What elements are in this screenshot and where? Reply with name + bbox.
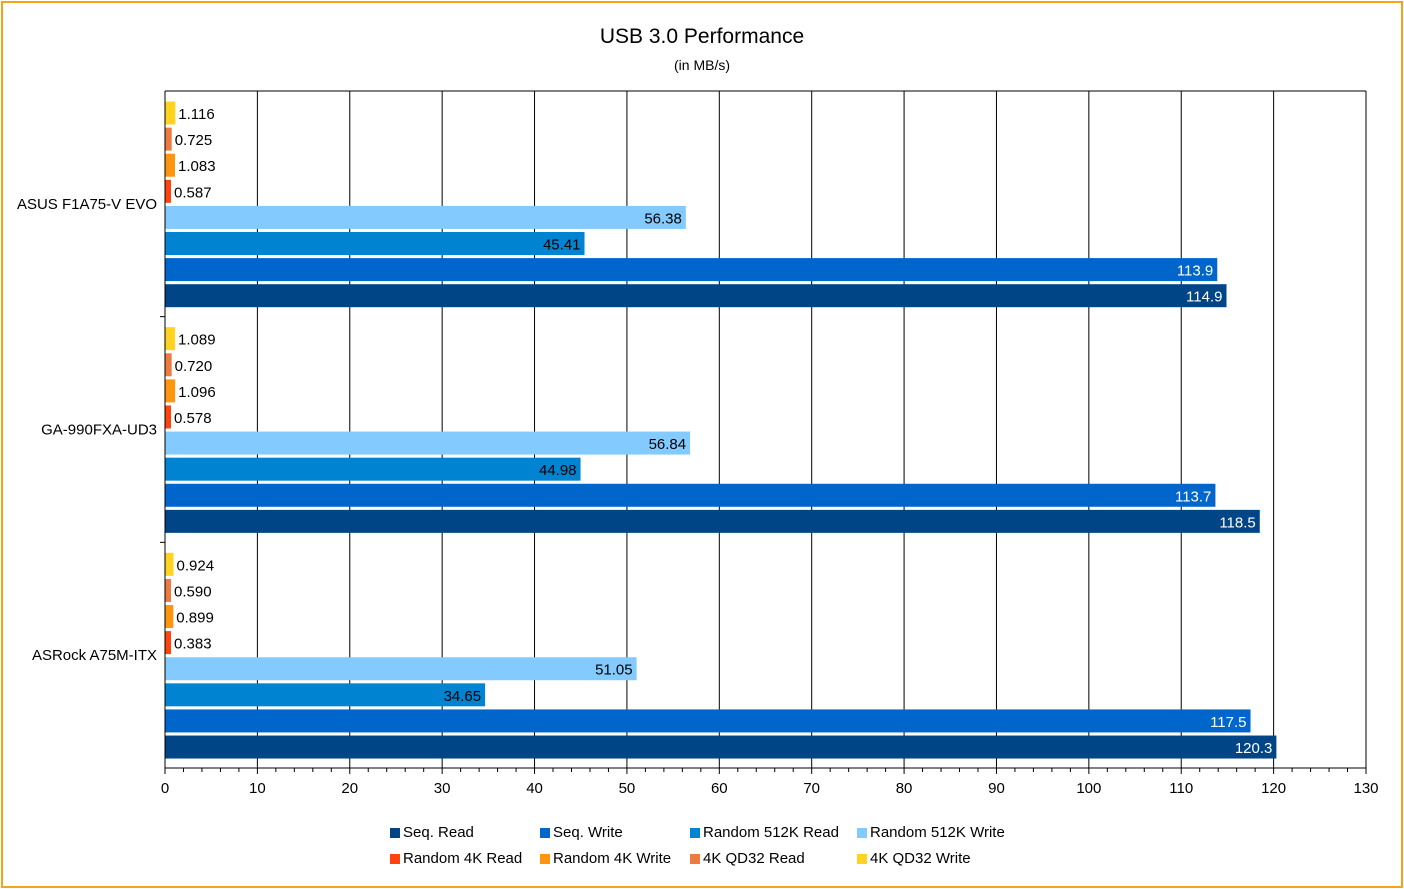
- data-label: 0.720: [175, 358, 213, 375]
- data-label: 0.587: [174, 184, 212, 201]
- data-label: 113.9: [1177, 263, 1213, 280]
- legend-swatch: [857, 853, 867, 864]
- bar-random-4k-write: [165, 379, 176, 403]
- data-label: 0.383: [174, 636, 212, 653]
- data-label: 44.98: [539, 462, 577, 479]
- legend-item: Seq. Write: [540, 824, 623, 841]
- y-category-label: GA-990FXA-UD3: [41, 422, 157, 439]
- legend-item: Random 4K Write: [540, 850, 671, 867]
- bar-4k-qd32-read: [165, 578, 171, 602]
- x-tick-label: 90: [988, 780, 1005, 797]
- legend-swatch: [390, 827, 400, 838]
- data-label: 0.578: [174, 410, 212, 427]
- bar-seq-write: [165, 483, 1216, 507]
- x-tick-label: 60: [711, 780, 728, 797]
- legend-swatch: [690, 853, 700, 864]
- legend-label: Random 512K Write: [870, 824, 1005, 841]
- data-label: 56.84: [649, 436, 687, 453]
- x-tick-label: 30: [434, 780, 451, 797]
- data-label: 1.089: [178, 332, 216, 349]
- bar-seq-write: [165, 709, 1251, 733]
- bar-4k-qd32-read: [165, 353, 172, 377]
- data-label: 113.7: [1175, 488, 1211, 505]
- legend-label: Seq. Write: [553, 824, 623, 841]
- legend-swatch: [390, 853, 400, 864]
- legend-label: Seq. Read: [403, 824, 474, 841]
- legend-item: Seq. Read: [390, 824, 474, 841]
- legend-item: Random 512K Read: [690, 824, 839, 841]
- x-tick-label: 120: [1261, 780, 1286, 797]
- legend-swatch: [690, 827, 700, 838]
- bar-4k-qd32-write: [165, 552, 174, 576]
- bar-random-4k-read: [165, 179, 171, 203]
- bar-random-512k-read: [165, 457, 581, 481]
- bar-4k-qd32-read: [165, 127, 172, 151]
- data-label: 56.38: [644, 210, 682, 227]
- bar-random-4k-write: [165, 605, 174, 629]
- legend-swatch: [857, 827, 867, 838]
- data-label: 117.5: [1210, 714, 1246, 731]
- bar-random-512k-read: [165, 683, 486, 707]
- y-category-label: ASRock A75M-ITX: [32, 647, 157, 664]
- data-label: 0.899: [176, 610, 214, 627]
- data-label: 0.725: [175, 132, 213, 149]
- data-label: 1.083: [178, 158, 216, 175]
- data-label: 118.5: [1219, 514, 1255, 531]
- x-tick-label: 0: [161, 780, 169, 797]
- legend-label: Random 4K Write: [553, 850, 672, 867]
- bar-random-512k-write: [165, 205, 686, 229]
- legend-swatch: [540, 853, 550, 864]
- data-label: 1.116: [178, 106, 214, 123]
- data-label: 1.096: [178, 384, 216, 401]
- x-tick-label: 10: [249, 780, 266, 797]
- x-tick-label: 100: [1076, 780, 1101, 797]
- bar-random-4k-read: [165, 405, 171, 429]
- legend-label: Random 512K Read: [703, 824, 839, 841]
- legend-label: Random 4K Read: [403, 850, 523, 867]
- x-tick-label: 70: [803, 780, 820, 797]
- legend-item: Random 4K Read: [390, 850, 522, 867]
- bar-random-512k-write: [165, 657, 637, 681]
- data-label: 0.924: [177, 557, 215, 574]
- bar-seq-read: [165, 509, 1260, 533]
- x-tick-label: 40: [526, 780, 543, 797]
- legend-label: 4K QD32 Read: [703, 850, 805, 867]
- bar-seq-read: [165, 735, 1277, 759]
- x-tick-label: 110: [1169, 780, 1193, 797]
- bar-random-4k-write: [165, 153, 176, 177]
- x-tick-label: 130: [1353, 780, 1378, 797]
- data-label: 45.41: [543, 237, 581, 254]
- legend-item: 4K QD32 Write: [857, 850, 971, 867]
- bar-4k-qd32-write: [165, 327, 176, 351]
- x-tick-label: 50: [619, 780, 636, 797]
- legend-swatch: [540, 827, 550, 838]
- bar-random-512k-read: [165, 232, 585, 255]
- bar-seq-write: [165, 258, 1218, 282]
- legend-item: 4K QD32 Read: [690, 850, 805, 867]
- data-label: 34.65: [444, 688, 482, 705]
- bar-seq-read: [165, 284, 1227, 308]
- x-tick-label: 20: [341, 780, 358, 797]
- data-label: 114.9: [1186, 289, 1222, 306]
- legend-item: Random 512K Write: [857, 824, 1005, 841]
- bar-4k-qd32-write: [165, 101, 176, 125]
- bar-random-512k-write: [165, 431, 691, 455]
- chart-subtitle: (in MB/s): [674, 57, 730, 73]
- data-label: 0.590: [174, 583, 212, 600]
- bar-random-4k-read: [165, 631, 171, 655]
- legend-label: 4K QD32 Write: [870, 850, 971, 867]
- data-label: 120.3: [1235, 740, 1273, 757]
- y-category-label: ASUS F1A75-V EVO: [17, 196, 157, 213]
- data-label: 51.05: [595, 662, 633, 679]
- x-tick-label: 80: [896, 780, 913, 797]
- chart-title: USB 3.0 Performance: [599, 25, 805, 48]
